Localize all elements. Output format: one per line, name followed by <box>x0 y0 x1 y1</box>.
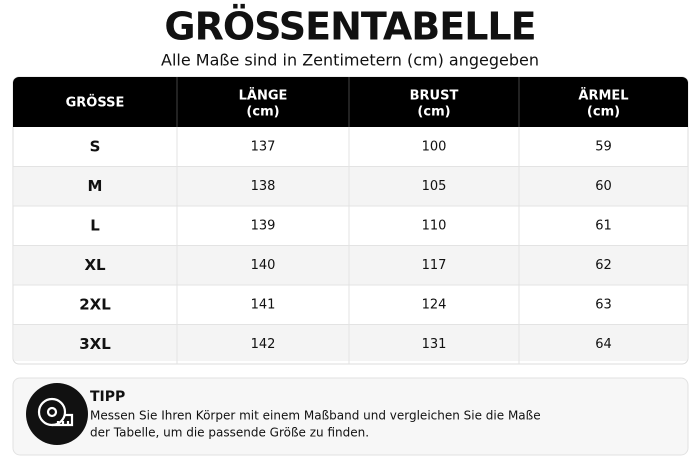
title: GRÖSSENTABELLE <box>164 5 535 49</box>
cell-value: 142 <box>251 337 276 352</box>
cell-value: 140 <box>251 258 276 273</box>
cell-value: 62 <box>595 258 612 273</box>
size-label: M <box>88 177 103 195</box>
cell-value: 110 <box>422 218 447 233</box>
size-label: XL <box>84 256 106 274</box>
header-unit: (cm) <box>246 105 279 120</box>
row-bg <box>14 245 687 285</box>
tip-bg <box>12 377 689 456</box>
cell-value: 61 <box>595 218 612 233</box>
tape-icon <box>37 397 74 427</box>
header-label: ÄRMEL <box>578 88 628 104</box>
tip-line: der Tabelle, um die passende Größe zu fi… <box>90 426 369 440</box>
size-label: 2XL <box>79 295 111 313</box>
cell-value: 64 <box>595 337 612 352</box>
cell-value: 131 <box>422 337 447 352</box>
cell-value: 141 <box>251 297 276 312</box>
header-label: GRÖSSE <box>66 95 125 111</box>
row-bg <box>14 324 687 361</box>
size-table: GRÖSSE LÄNGE(cm)BRUST(cm)ÄRMEL(cm)S 137 100… <box>12 76 689 365</box>
cell-value: 60 <box>595 179 612 194</box>
tip-title: TIPP <box>90 389 125 405</box>
tip-icon <box>26 383 88 445</box>
cell-value: 59 <box>595 139 612 154</box>
tip-box: TIPP Messen Sie Ihren Körper mit einem M… <box>12 377 689 456</box>
size-label: S <box>90 137 101 155</box>
subtitle: Alle Maße sind in Zentimetern (cm) angeg… <box>161 51 539 70</box>
header-label: BRUST <box>410 89 459 104</box>
tip-line: Messen Sie Ihren Körper mit einem Maßban… <box>90 409 541 423</box>
cell-value: 138 <box>251 179 276 194</box>
cell-value: 124 <box>422 297 447 312</box>
header-unit: (cm) <box>587 105 620 120</box>
size-label: 3XL <box>79 335 111 353</box>
cell-value: 100 <box>422 139 447 154</box>
header-unit: (cm) <box>417 105 450 120</box>
cell-value: 105 <box>422 179 447 194</box>
size-label: L <box>90 216 100 234</box>
cell-value: 63 <box>595 297 612 312</box>
header-label: LÄNGE <box>239 88 288 104</box>
cell-value: 117 <box>422 258 447 273</box>
cell-value: 137 <box>251 139 276 154</box>
cell-value: 139 <box>251 218 276 233</box>
row-bg <box>14 166 687 206</box>
